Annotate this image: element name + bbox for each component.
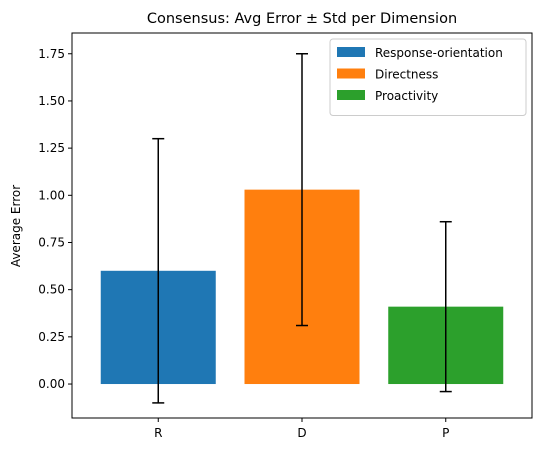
y-tick-label: 0.25 — [38, 330, 65, 344]
x-tick-label: D — [297, 426, 306, 440]
chart-title: Consensus: Avg Error ± Std per Dimension — [147, 11, 457, 27]
legend-box — [329, 38, 527, 116]
legend-swatch — [337, 47, 365, 57]
y-tick-label: 1.00 — [38, 188, 65, 202]
legend-swatch — [337, 68, 365, 79]
legend-entry: Response-orientation — [375, 46, 503, 60]
legend-entry: Directness — [375, 68, 438, 82]
legend-swatch — [337, 90, 365, 100]
y-axis-label: Average Error — [9, 185, 23, 267]
legend-entry: Proactivity — [375, 89, 438, 103]
y-tick-label: 0.50 — [38, 283, 65, 297]
y-tick-label: 1.25 — [38, 141, 65, 155]
y-tick-label: 0.75 — [38, 235, 65, 249]
x-tick-label: P — [442, 426, 449, 440]
x-tick-label: R — [154, 426, 162, 440]
y-tick-label: 1.75 — [38, 47, 65, 61]
plot-area: 0.00 0.25 0.50 0.75 1.00 1.25 1.50 1.75 R D P Respo… — [38, 32, 533, 440]
y-tick-label: 1.50 — [38, 94, 65, 108]
y-tick-label: 0.00 — [38, 377, 65, 391]
